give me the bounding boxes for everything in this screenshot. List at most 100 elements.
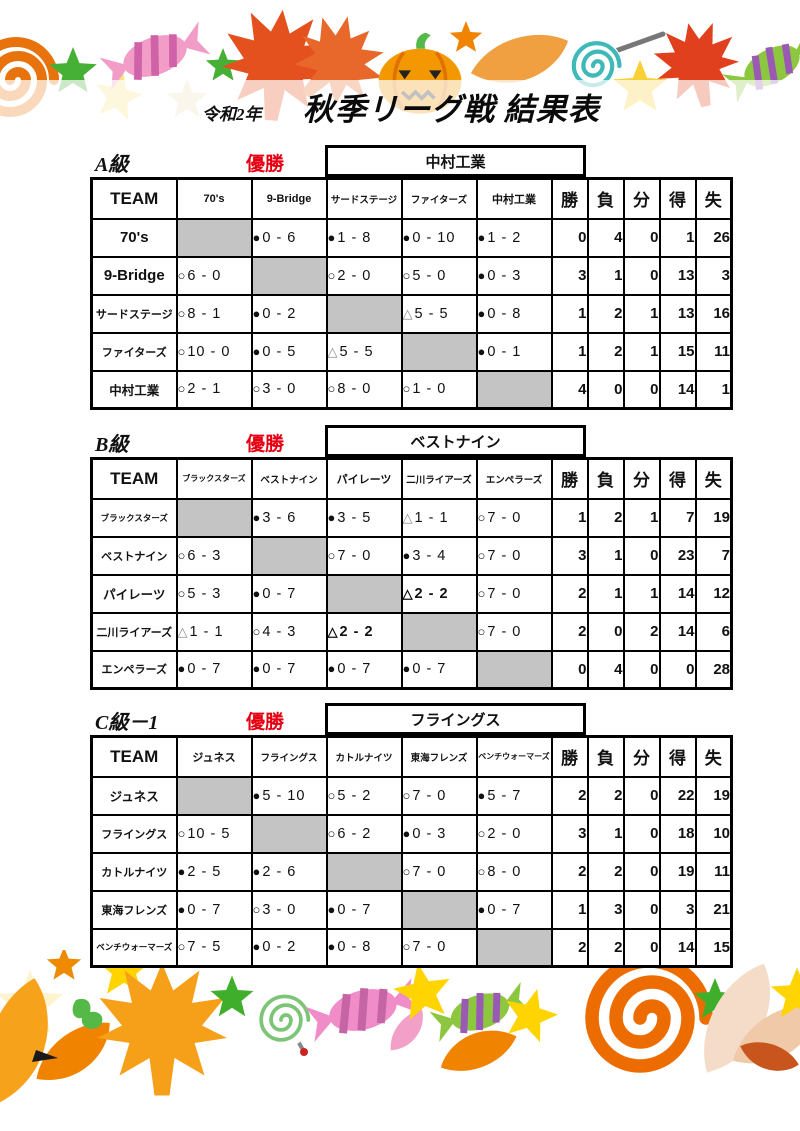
result-cell: ○7 - 0 xyxy=(325,535,403,576)
table-row: エンペラーズ ●0 - 7 ●0 - 7 ●0 - 7 ●0 - 7 0 4 0 0 28 xyxy=(90,649,733,690)
result-mark: ○ xyxy=(252,623,262,639)
self-match-cell xyxy=(400,611,478,652)
result-cell: ●0 - 7 xyxy=(250,573,328,614)
result-mark: ● xyxy=(252,787,262,803)
result-score: 5 - 2 xyxy=(337,787,372,804)
result-cell: ○4 - 3 xyxy=(250,611,328,652)
stat-cell: 1 xyxy=(586,813,625,854)
stat-cell: 11 xyxy=(694,851,733,892)
stat-cell: 1 xyxy=(586,255,625,296)
result-score: 3 - 0 xyxy=(262,901,297,918)
result-mark: ● xyxy=(477,787,487,803)
result-cell: ●2 - 5 xyxy=(175,851,253,892)
result-score: 2 - 6 xyxy=(262,863,297,880)
stat-cell: 1 xyxy=(622,331,661,372)
stat-cell: 0 xyxy=(550,649,589,690)
result-mark: △ xyxy=(327,343,339,359)
stat-cell: 4 xyxy=(586,649,625,690)
result-cell: ○5 - 3 xyxy=(175,573,253,614)
result-score: 7 - 0 xyxy=(487,623,522,640)
result-score: 5 - 5 xyxy=(339,343,374,360)
result-cell: ○7 - 0 xyxy=(475,497,553,538)
result-score: 8 - 0 xyxy=(337,381,372,398)
team-cell: ブラックスターズ xyxy=(90,497,178,538)
result-cell: ○7 - 0 xyxy=(400,851,478,892)
column-header-stat: 失 xyxy=(694,457,733,500)
section-header: B級 優勝 ベストナイン xyxy=(90,425,734,457)
result-mark: ○ xyxy=(177,267,187,283)
pumpkin-eye-icon xyxy=(32,1050,58,1062)
table-row: ベンチウォーマーズ ○7 - 5 ●0 - 2 ●0 - 8 ○7 - 0 2 2 0 14 15 xyxy=(90,927,733,968)
stat-cell: 4 xyxy=(586,217,625,258)
column-header-stat: 失 xyxy=(694,177,733,220)
result-mark: ○ xyxy=(177,305,187,321)
result-mark: ○ xyxy=(402,863,412,879)
team-cell: パイレーツ xyxy=(90,573,178,614)
result-score: 6 - 0 xyxy=(187,267,222,284)
result-cell: ●0 - 8 xyxy=(475,293,553,334)
stat-cell: 2 xyxy=(586,293,625,334)
column-header-opponent: エンペラーズ xyxy=(475,457,553,500)
result-score: 0 - 6 xyxy=(262,229,297,246)
result-mark: △ xyxy=(327,623,339,639)
result-cell: ○5 - 2 xyxy=(325,775,403,816)
stat-cell: 0 xyxy=(622,813,661,854)
stat-cell: 2 xyxy=(550,611,589,652)
result-cell: ●0 - 2 xyxy=(250,293,328,334)
star-icon xyxy=(210,975,254,1017)
column-header-opponent: サードステージ xyxy=(325,177,403,220)
lollipop-icon xyxy=(252,991,311,1056)
self-match-cell xyxy=(400,331,478,372)
table-row: カトルナイツ ●2 - 5 ●2 - 6 ○7 - 0 ○8 - 0 2 2 0 19 11 xyxy=(90,851,733,892)
stat-cell: 3 xyxy=(550,535,589,576)
result-score: 0 - 2 xyxy=(262,939,297,956)
result-mark: △ xyxy=(402,585,414,601)
result-cell: ○8 - 0 xyxy=(325,369,403,410)
result-cell: ○7 - 0 xyxy=(475,611,553,652)
self-match-cell xyxy=(175,217,253,258)
team-cell: 中村工業 xyxy=(90,369,178,410)
result-score: 0 - 7 xyxy=(412,661,447,678)
column-header-stat: 失 xyxy=(694,735,733,778)
column-header-stat: 勝 xyxy=(550,177,589,220)
result-mark: ● xyxy=(252,585,262,601)
champion-name-box: フライングス xyxy=(325,703,586,735)
result-cell: ○3 - 0 xyxy=(250,889,328,930)
stat-cell: 2 xyxy=(550,927,589,968)
self-match-cell xyxy=(475,927,553,968)
team-cell: エンペラーズ xyxy=(90,649,178,690)
result-mark: ● xyxy=(252,509,262,525)
result-cell: ○7 - 0 xyxy=(475,535,553,576)
result-cell: ○2 - 0 xyxy=(475,813,553,854)
result-score: 5 - 0 xyxy=(412,267,447,284)
division-label: B級 xyxy=(95,434,129,456)
result-score: 0 - 7 xyxy=(487,901,522,918)
result-score: 1 - 8 xyxy=(337,229,372,246)
result-cell: ●0 - 6 xyxy=(250,217,328,258)
champion-name-box: ベストナイン xyxy=(325,425,586,457)
champion-label: 優勝 xyxy=(246,712,285,733)
result-mark: ○ xyxy=(327,267,337,283)
stat-cell: 10 xyxy=(694,813,733,854)
result-mark: ○ xyxy=(477,509,487,525)
result-mark: ● xyxy=(402,229,412,245)
result-cell: △1 - 1 xyxy=(400,497,478,538)
result-mark: ○ xyxy=(252,901,262,917)
result-mark: ○ xyxy=(402,787,412,803)
stat-cell: 2 xyxy=(586,775,625,816)
result-score: 7 - 0 xyxy=(412,787,447,804)
decoration-top-band xyxy=(0,0,800,138)
stat-cell: 23 xyxy=(658,535,697,576)
result-cell: ●0 - 7 xyxy=(475,889,553,930)
division-section-c1: C級－1 優勝 フライングス TEAM ジュネス フライングス カトルナイツ 東海フレンズ ベン… xyxy=(90,703,734,968)
header-row: TEAM ジュネス フライングス カトルナイツ 東海フレンズ ベンチウォーマーズ勝負分得失 xyxy=(90,735,733,778)
result-mark: ● xyxy=(327,509,337,525)
result-score: 0 - 5 xyxy=(262,343,297,360)
table-row: 二川ライアーズ △1 - 1 ○4 - 3 △2 - 2 ○7 - 0 2 0 2 14 6 xyxy=(90,611,733,652)
stat-cell: 1 xyxy=(550,889,589,930)
column-header-opponent: パイレーツ xyxy=(325,457,403,500)
stat-cell: 2 xyxy=(586,927,625,968)
header-row: TEAM 70's 9-Bridge サードステージ ファイターズ 中村工業勝負分得失 xyxy=(90,177,733,220)
self-match-cell xyxy=(175,775,253,816)
